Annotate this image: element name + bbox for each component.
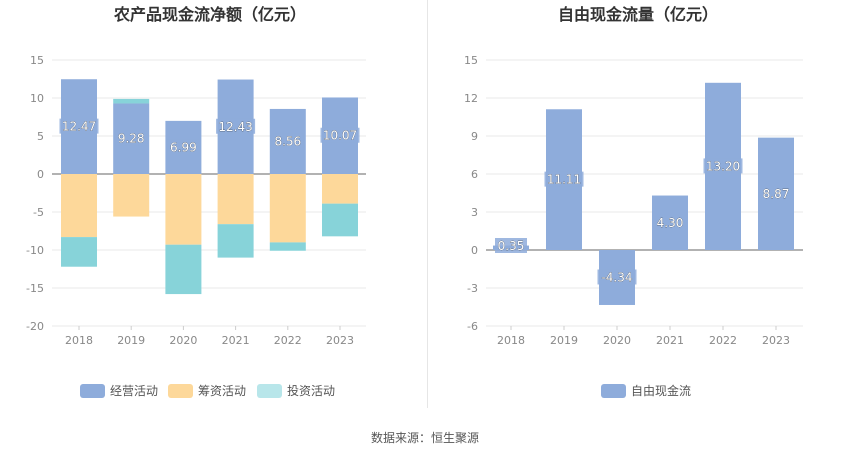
y-tick-label: -6 (467, 320, 478, 333)
data-label-bg (495, 238, 527, 253)
y-tick-label: 15 (30, 54, 44, 67)
data-label: -4.34 (601, 270, 632, 284)
data-label-bg (271, 133, 304, 149)
y-tick-label: -20 (26, 320, 44, 333)
x-tick-label: 2022 (709, 334, 737, 347)
legend-swatch (601, 384, 626, 398)
data-source-note: 数据来源：恒生聚源 (370, 431, 479, 445)
investing-bar (269, 242, 306, 251)
legend-label: 经营活动 (110, 384, 158, 398)
data-label: 0.35 (498, 239, 525, 253)
data-label: 9.28 (118, 132, 145, 146)
x-tick-label: 2018 (497, 334, 525, 347)
x-tick-label: 2023 (326, 334, 354, 347)
y-tick-label: 0 (37, 168, 44, 181)
panel-divider (427, 0, 428, 408)
data-label: 6.99 (170, 140, 197, 154)
data-label-bg (59, 118, 99, 134)
legend-swatch (80, 384, 105, 398)
y-tick-label: 15 (464, 54, 478, 67)
data-label-bg (320, 127, 360, 143)
data-label: 12.47 (62, 120, 96, 134)
data-label: 13.20 (706, 159, 740, 173)
data-label-bg (703, 158, 743, 174)
y-tick-label: 3 (471, 206, 478, 219)
x-tick-label: 2020 (603, 334, 631, 347)
investing-bar (322, 203, 358, 237)
x-tick-label: 2021 (656, 334, 684, 347)
data-label-bg (760, 185, 792, 201)
data-label-bg (167, 139, 200, 155)
legend-swatch (257, 384, 282, 398)
data-label-bg (597, 269, 637, 285)
data-label-bg (216, 118, 256, 134)
y-tick-label: 5 (37, 130, 44, 143)
y-tick-label: 9 (471, 130, 478, 143)
y-tick-label: -5 (33, 206, 44, 219)
chart-title: 自由现金流量（亿元） (558, 5, 718, 24)
financing-bar (165, 174, 202, 245)
legend-label: 自由现金流 (631, 383, 691, 398)
y-tick-label: 12 (464, 92, 478, 105)
y-tick-label: 6 (471, 168, 478, 181)
x-tick-label: 2019 (117, 334, 145, 347)
data-label: 10.07 (323, 129, 357, 143)
legend-label: 投资活动 (287, 383, 335, 398)
y-tick-label: 0 (471, 244, 478, 257)
investing-bar (217, 224, 254, 258)
data-label: 8.56 (274, 134, 301, 148)
data-label-bg (654, 214, 686, 230)
x-tick-label: 2023 (762, 334, 790, 347)
financing-bar (61, 174, 97, 238)
x-tick-label: 2020 (169, 334, 197, 347)
financing-bar (113, 174, 150, 217)
y-tick-label: -3 (467, 282, 478, 295)
data-label: 11.11 (547, 173, 581, 187)
x-tick-label: 2022 (274, 334, 302, 347)
y-tick-label: 10 (30, 92, 44, 105)
chart-title: 农产品现金流净额（亿元） (113, 5, 306, 24)
y-tick-label: -10 (26, 244, 44, 257)
data-label: 4.30 (657, 216, 684, 230)
x-tick-label: 2018 (65, 334, 93, 347)
investing-bar (61, 237, 97, 267)
financing-bar (217, 174, 254, 225)
financing-bar (322, 174, 358, 204)
investing-bar (113, 98, 150, 104)
financing-bar (269, 174, 306, 243)
data-label-bg (115, 130, 148, 146)
investing-bar (165, 244, 202, 295)
data-label-bg (544, 171, 584, 187)
x-tick-label: 2021 (222, 334, 250, 347)
y-tick-label: -15 (26, 282, 44, 295)
data-label: 12.43 (218, 120, 252, 134)
legend-label: 筹资活动 (198, 384, 246, 398)
data-label: 8.87 (763, 187, 790, 201)
legend-swatch (168, 384, 193, 398)
x-tick-label: 2019 (550, 334, 578, 347)
